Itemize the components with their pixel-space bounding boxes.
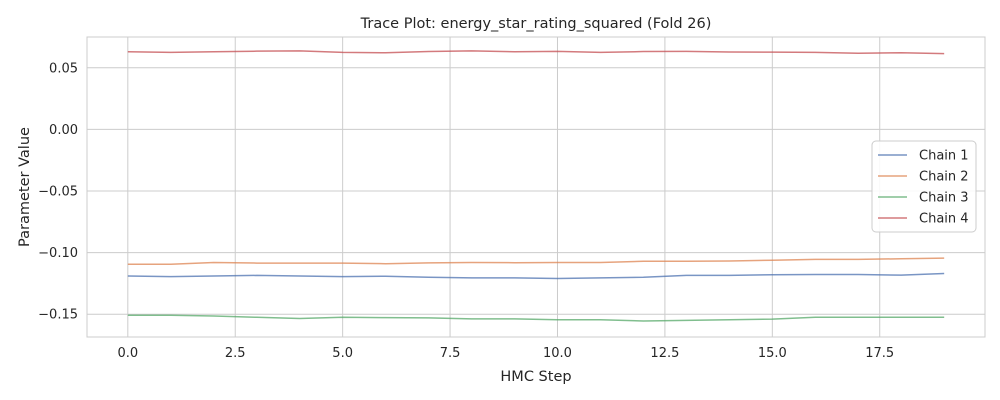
y-axis-label: Parameter Value xyxy=(17,127,33,247)
series-line-chain-2 xyxy=(127,257,945,266)
legend-label-chain-1: Chain 1 xyxy=(919,149,969,164)
y-tick-label: 0.00 xyxy=(49,123,78,138)
series-line-chain-3 xyxy=(127,314,945,322)
legend-label-chain-2: Chain 2 xyxy=(919,170,969,185)
chart-title: Trace Plot: energy_star_rating_squared (… xyxy=(360,16,712,32)
x-tick-label: 10.0 xyxy=(543,346,572,361)
x-tick-label: 12.5 xyxy=(650,346,679,361)
x-tick-label: 0.0 xyxy=(117,346,138,361)
legend-box xyxy=(871,140,977,233)
y-tick-label: 0.05 xyxy=(49,61,78,76)
x-tick-label: 2.5 xyxy=(225,346,246,361)
y-tick-label: −0.05 xyxy=(38,185,78,200)
y-tick-labels: 0.05 0.00 −0.05 −0.10 −0.15 xyxy=(38,61,78,322)
legend: Chain 1 Chain 2 Chain 3 Chain 4 xyxy=(871,140,977,233)
legend-label-chain-3: Chain 3 xyxy=(919,191,969,206)
x-tick-labels: 0.0 2.5 5.0 7.5 10.0 12.5 15.0 17.5 xyxy=(117,346,894,361)
grid xyxy=(87,37,985,337)
x-tick-label: 5.0 xyxy=(332,346,353,361)
series-line-chain-4 xyxy=(127,50,945,55)
series-lines xyxy=(127,50,945,322)
x-tick-label: 17.5 xyxy=(865,346,894,361)
y-tick-label: −0.15 xyxy=(38,308,78,323)
y-tick-label: −0.10 xyxy=(38,246,78,261)
x-tick-label: 7.5 xyxy=(440,346,461,361)
series-line-chain-1 xyxy=(127,272,945,280)
legend-label-chain-4: Chain 4 xyxy=(919,212,969,227)
x-axis-label: HMC Step xyxy=(500,369,571,385)
plot-area xyxy=(86,36,986,338)
x-tick-label: 15.0 xyxy=(758,346,787,361)
